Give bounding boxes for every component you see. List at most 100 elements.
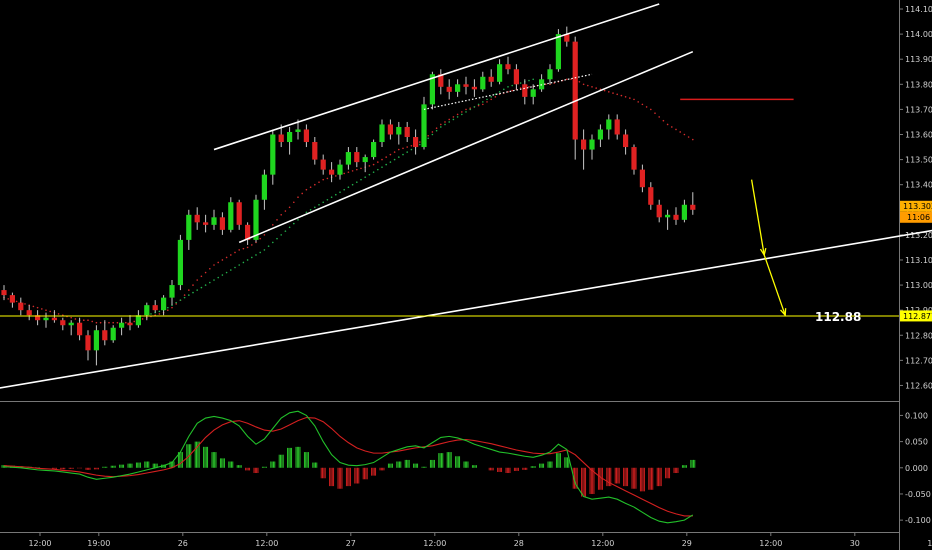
candle-body [480, 76, 486, 90]
ema-fast-point [70, 316, 72, 319]
ema-slow-point [385, 163, 388, 166]
ema-fast-point [99, 321, 102, 324]
price-tick-label: 112.800 [905, 331, 932, 340]
candle-body [9, 295, 15, 303]
price-tick-label: 113.400 [905, 181, 932, 190]
candle-body [656, 204, 662, 218]
countdown-label-box [900, 211, 932, 223]
ema-fast-point [654, 112, 656, 114]
ema-fast-point [108, 321, 110, 324]
ema-fast-point [305, 188, 308, 191]
target-annotation: 112.88 [815, 310, 861, 324]
ema-slow-point [402, 153, 404, 156]
ema-slow-point [507, 86, 509, 88]
ema-slow-point [482, 101, 484, 103]
ema-fast-point [284, 210, 287, 212]
ema-fast-point [314, 183, 316, 186]
ema-fast-point [351, 170, 354, 172]
ema-slow-point [477, 103, 480, 106]
ema-slow-point [406, 151, 409, 153]
candle-body [161, 297, 167, 311]
ema-fast-point [578, 80, 581, 83]
ema-slow-point [196, 289, 198, 291]
candle-body [152, 305, 158, 311]
ema-slow-point [473, 106, 476, 108]
macd-axis: 0.100 0.050 0.000 -0.050 -0.100 [899, 411, 931, 525]
price-tick-label: 112.600 [905, 381, 932, 390]
candle-body [18, 302, 24, 311]
ema-fast-point [192, 284, 194, 286]
ema-fast-point [45, 309, 47, 311]
ema-fast-point [431, 131, 434, 133]
candle-body [245, 224, 251, 240]
countdown-label: 11:06 [907, 213, 930, 222]
ema-fast-point [444, 121, 446, 123]
ema-fast-point [435, 127, 438, 130]
ema-fast-point [158, 313, 161, 315]
candle-body [379, 124, 385, 143]
ema-fast-point [402, 147, 404, 150]
ema-fast-point [645, 106, 648, 108]
price-tick-label: 112.700 [905, 356, 932, 365]
candle-body [581, 139, 587, 150]
time-tick-label: 12:00 [255, 539, 278, 548]
candle-body [673, 214, 679, 220]
ema-fast-point [477, 104, 480, 107]
candle-body [597, 129, 603, 140]
ema-fast-point [566, 78, 568, 81]
ema-fast-point [301, 192, 304, 195]
ema-slow-point [335, 193, 337, 196]
ema-slow-point [381, 166, 383, 168]
ema-fast-point [372, 163, 375, 166]
time-tick-label: 19:00 [87, 539, 110, 548]
candle-body [77, 322, 83, 336]
candle-body [270, 134, 276, 175]
candle-body [236, 202, 242, 225]
candle-body [119, 322, 125, 328]
candle-body [51, 317, 57, 321]
ema-slow-point [280, 234, 283, 236]
ema-fast-point [629, 97, 631, 99]
ema-fast-point [209, 267, 211, 270]
ema-fast-point [687, 136, 690, 138]
ema-fast-point [360, 167, 362, 170]
ema-fast-point [679, 131, 681, 133]
ema-fast-point [87, 319, 89, 322]
ema-fast-point [608, 91, 610, 93]
ema-fast-point [183, 294, 186, 296]
ema-slow-point [490, 96, 493, 98]
ema-slow-point [175, 301, 177, 304]
candle-body [396, 126, 402, 135]
ema-fast-point [112, 321, 114, 324]
ema-fast-point [297, 196, 299, 199]
ema-fast-point [511, 89, 513, 92]
ema-fast-point [196, 279, 198, 281]
candle-body [589, 139, 595, 150]
ema-fast-point [595, 87, 597, 89]
ema-slow-point [230, 269, 232, 271]
macd-tick-label: 0.050 [905, 438, 928, 447]
ema-fast-point [326, 177, 329, 180]
ema-fast-point [272, 224, 274, 226]
ema-fast-point [389, 153, 392, 156]
ema-slow-point [314, 206, 316, 209]
ema-slow-point [465, 111, 467, 113]
candle-body [505, 64, 511, 70]
ema-fast-point [318, 181, 320, 183]
ema-fast-point [24, 303, 26, 305]
ema-fast-point [246, 246, 249, 249]
ema-fast-point [263, 234, 266, 236]
ema-fast-point [406, 146, 409, 148]
ema-fast-point [188, 289, 190, 291]
candle-body [665, 214, 671, 218]
candle-body [253, 199, 259, 240]
candle-body [648, 187, 654, 205]
macd-tick-label: -0.050 [905, 490, 931, 499]
ema-slow-point [255, 254, 257, 256]
ema-slow-point [209, 281, 211, 284]
candle-body [211, 217, 217, 225]
ema-slow-point [276, 237, 278, 240]
ema-fast-point [603, 89, 606, 92]
candle-body [572, 41, 578, 140]
